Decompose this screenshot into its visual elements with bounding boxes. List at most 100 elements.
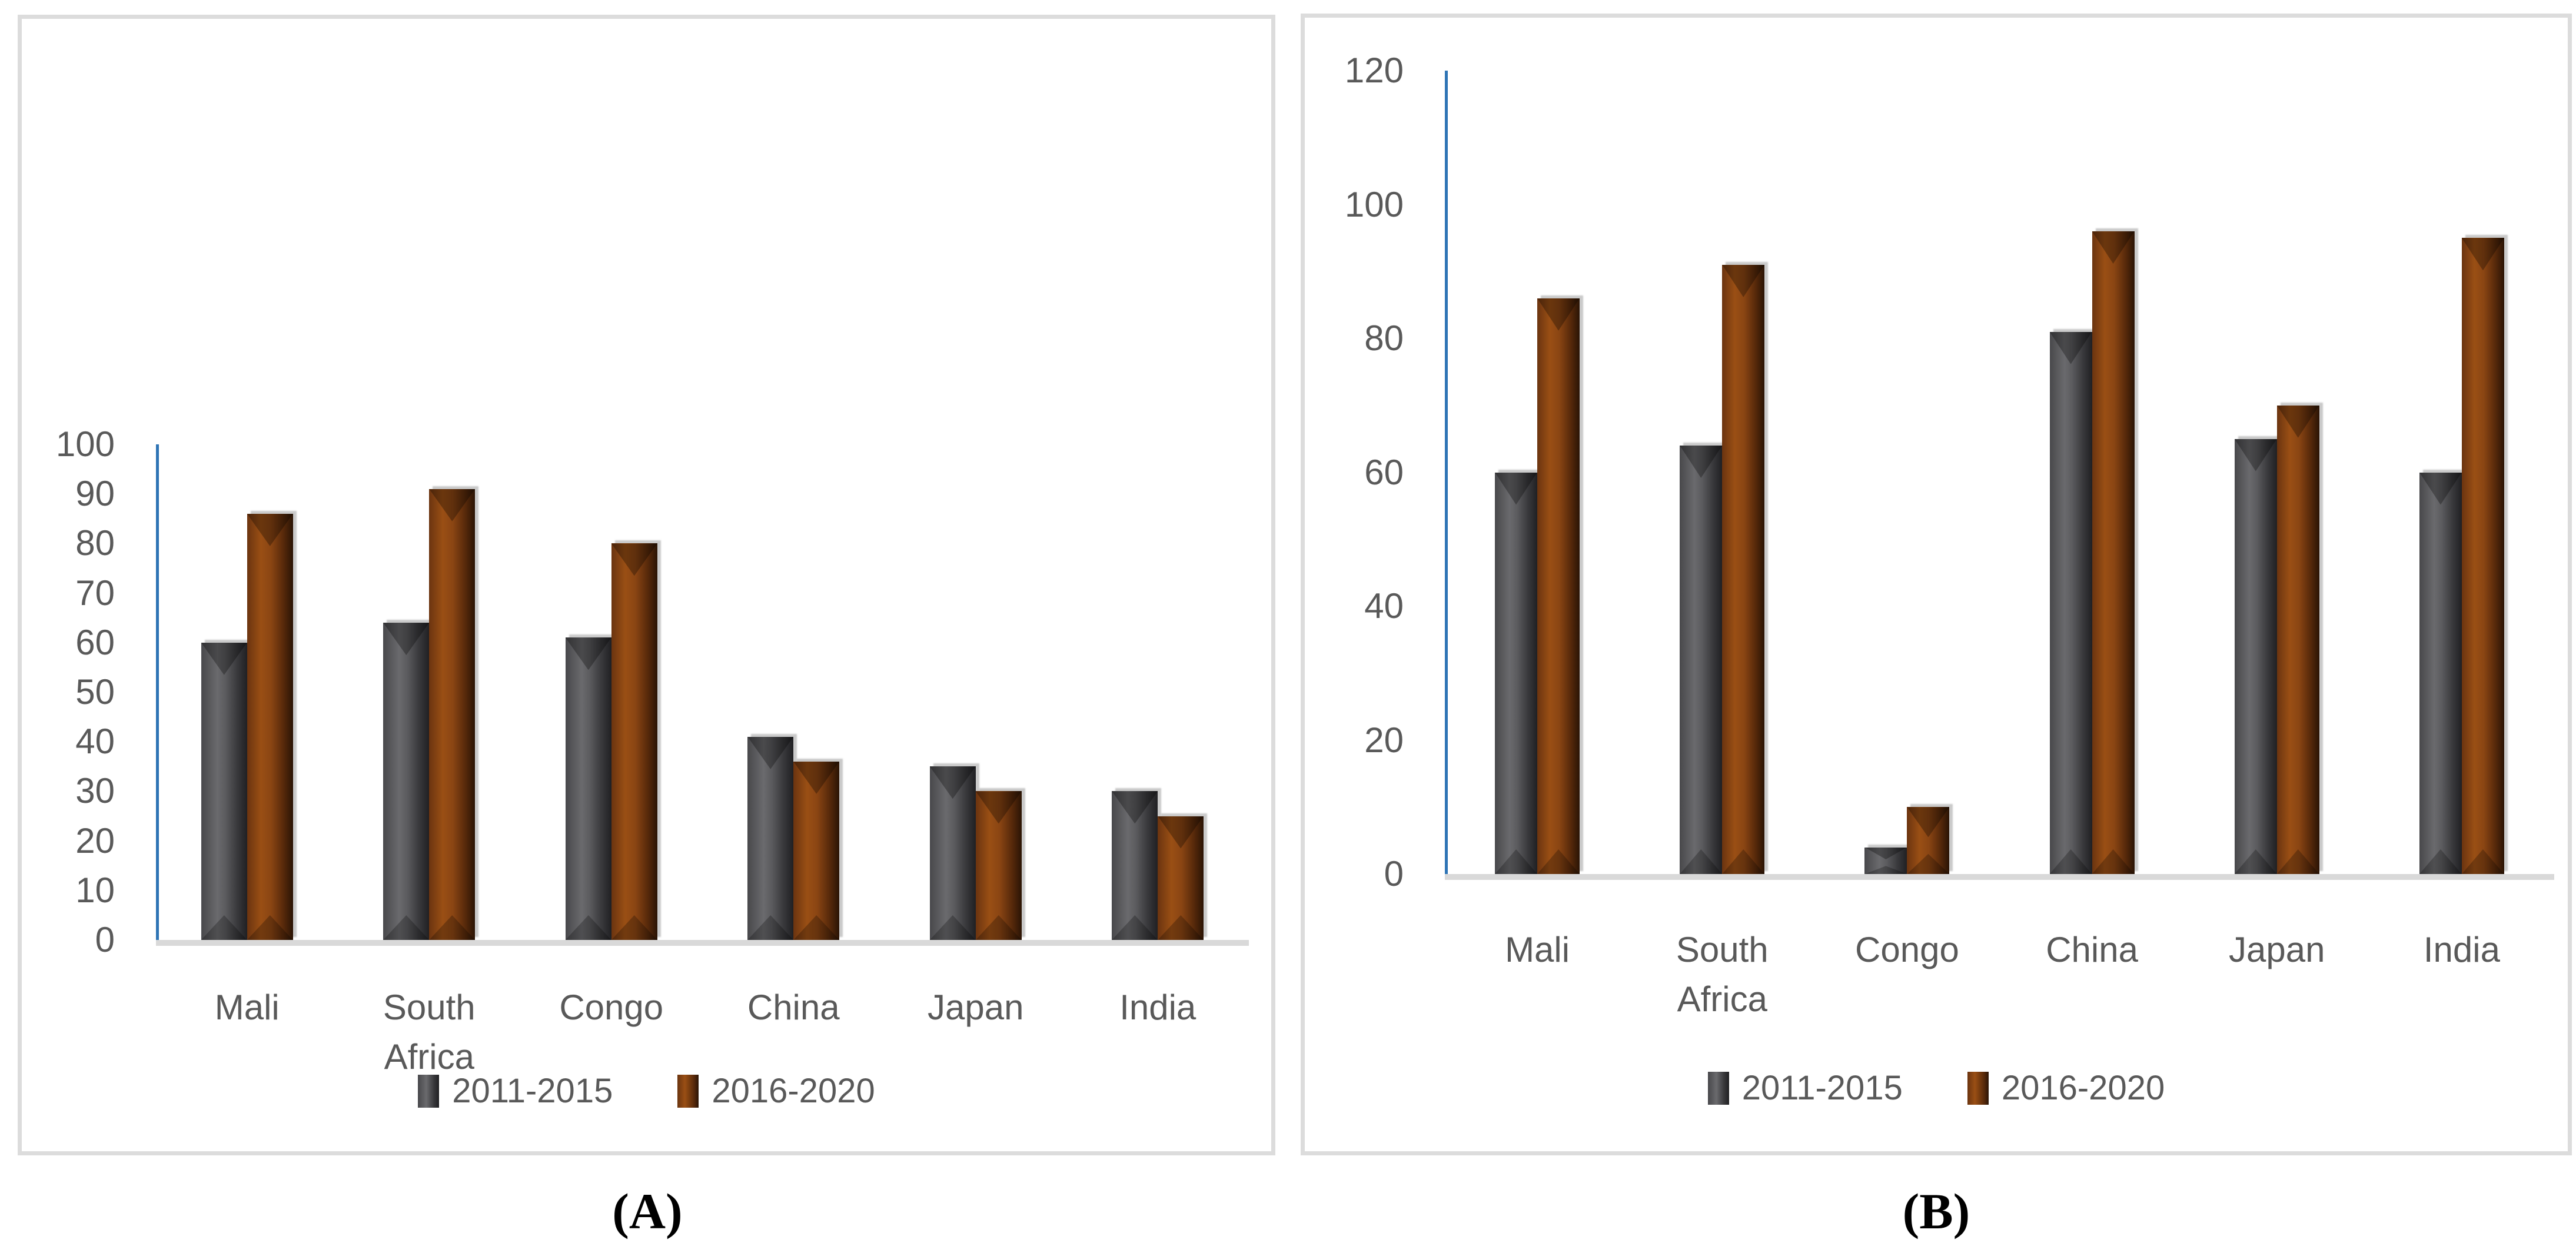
legend-label: 2011-2015 — [1741, 1069, 1903, 1107]
category-label-south-africa: South Africa — [1676, 930, 1769, 1019]
bar-top-bevel — [1112, 791, 1158, 824]
bar-2011-2015-congo — [1864, 847, 1907, 874]
bar-top-bevel — [565, 637, 611, 670]
bar-top-bevel — [793, 761, 840, 794]
y-tick-label: 20 — [75, 820, 115, 860]
bar-bottom-bevel — [1722, 849, 1765, 874]
y-tick-label: 40 — [75, 722, 115, 762]
bar-2011-2015-south-africa — [383, 623, 430, 940]
y-axis-line — [1445, 71, 1448, 874]
bar-2011-2015-china — [2049, 331, 2092, 874]
bar-bottom-bevel — [247, 915, 293, 940]
y-tick-label: 0 — [95, 920, 115, 959]
bar-2011-2015-japan — [929, 766, 976, 940]
category-label-india: India — [2423, 930, 2500, 969]
bar-bottom-bevel — [2461, 849, 2504, 874]
bar-2011-2015-mali — [1495, 472, 1538, 874]
x-axis-baseline — [1445, 874, 2554, 880]
legend-swatch-icon — [1967, 1072, 1989, 1105]
category-label-south-africa: South Africa — [383, 988, 476, 1076]
bar-bottom-bevel — [1158, 915, 1204, 940]
bar-2011-2015-congo — [565, 637, 611, 940]
legend-swatch-icon — [677, 1075, 699, 1108]
bar-top-bevel — [429, 489, 476, 521]
bar-2016-2020-india — [2461, 238, 2504, 874]
bar-top-bevel — [1158, 816, 1204, 849]
bar-bottom-bevel — [2234, 849, 2277, 874]
y-tick-label: 30 — [75, 771, 115, 811]
bar-top-bevel — [2419, 472, 2462, 505]
bar-top-bevel — [611, 543, 657, 576]
bar-top-bevel — [2461, 238, 2504, 271]
bar-bottom-bevel — [793, 915, 840, 940]
caption-b: (B) — [1902, 1183, 1970, 1240]
bar-bottom-bevel — [2092, 849, 2135, 874]
bar-top-bevel — [975, 791, 1022, 824]
bar-2011-2015-india — [2419, 472, 2462, 874]
bar-top-bevel — [2234, 438, 2277, 471]
legend-swatch-icon — [1707, 1072, 1729, 1105]
legend-label: 2016-2020 — [2001, 1069, 2165, 1107]
category-label-china: China — [2046, 930, 2138, 969]
bar-bottom-bevel — [565, 915, 611, 940]
bar-bottom-bevel — [975, 915, 1022, 940]
caption-a: (A) — [612, 1183, 683, 1240]
category-label-japan: Japan — [2229, 930, 2325, 969]
bar-bottom-bevel — [1680, 849, 1723, 874]
bar-top-bevel — [1680, 446, 1723, 478]
y-axis-line — [156, 444, 159, 940]
bar-top-bevel — [1537, 298, 1580, 331]
y-tick-label: 70 — [75, 573, 115, 613]
legend-item-2011-2015: 2011-2015 — [1707, 1069, 1903, 1107]
chart-panel-b: 120 100 80 60 40 20 0 Mali South Africa Congo Chin… — [1301, 14, 2572, 1155]
bar-bottom-bevel — [747, 915, 794, 940]
category-label-china: China — [747, 988, 840, 1027]
bar-bottom-bevel — [1864, 866, 1907, 874]
legend: 2011-2015 2016-2020 — [22, 1072, 1271, 1110]
bar-2016-2020-south-africa — [429, 489, 476, 940]
y-tick-label: 60 — [75, 622, 115, 662]
bar-top-bevel — [2092, 231, 2135, 264]
bar-top-bevel — [247, 513, 293, 546]
y-tick-label: 0 — [1384, 854, 1404, 893]
bar-bottom-bevel — [429, 915, 476, 940]
legend-swatch-icon — [418, 1075, 440, 1108]
y-tick-label: 90 — [75, 474, 115, 514]
category-label-congo: Congo — [559, 988, 664, 1027]
bar-bottom-bevel — [1495, 849, 1538, 874]
chart-panel-a: 100 90 80 70 60 50 40 30 20 10 0 Mali South Africa Co… — [18, 15, 1275, 1155]
bar-bottom-bevel — [2419, 849, 2462, 874]
y-tick-label: 20 — [1364, 720, 1404, 760]
bar-2016-2020-india — [1158, 816, 1204, 940]
legend-item-2016-2020: 2016-2020 — [677, 1072, 875, 1110]
y-tick-label: 50 — [75, 672, 115, 712]
bar-top-bevel — [929, 766, 976, 799]
y-tick-label: 40 — [1364, 586, 1404, 626]
legend-label: 2011-2015 — [452, 1072, 613, 1110]
bar-top-bevel — [383, 623, 430, 656]
y-tick-label: 60 — [1364, 452, 1404, 492]
bar-top-bevel — [1722, 264, 1765, 297]
bar-bottom-bevel — [1112, 915, 1158, 940]
bar-top-bevel — [2276, 405, 2319, 438]
bar-top-bevel — [1495, 472, 1538, 505]
bar-bottom-bevel — [1537, 849, 1580, 874]
y-tick-label: 10 — [75, 870, 115, 910]
bar-bottom-bevel — [1907, 853, 1950, 874]
y-tick-label: 120 — [1344, 51, 1404, 90]
category-label-india: India — [1119, 988, 1196, 1027]
legend: 2011-2015 2016-2020 — [1305, 1069, 2568, 1107]
bar-2011-2015-south-africa — [1680, 446, 1723, 874]
bar-2016-2020-mali — [1537, 298, 1580, 874]
bar-2011-2015-mali — [201, 642, 247, 940]
bar-2016-2020-china — [793, 761, 840, 940]
category-label-japan: Japan — [928, 988, 1024, 1027]
bar-top-bevel — [2049, 331, 2092, 364]
bar-2011-2015-india — [1112, 791, 1158, 940]
bar-bottom-bevel — [2276, 849, 2319, 874]
bar-top-bevel — [1864, 847, 1907, 859]
category-label-mali: Mali — [214, 988, 280, 1027]
y-tick-label: 80 — [1364, 318, 1404, 358]
legend-item-2016-2020: 2016-2020 — [1967, 1069, 2165, 1107]
